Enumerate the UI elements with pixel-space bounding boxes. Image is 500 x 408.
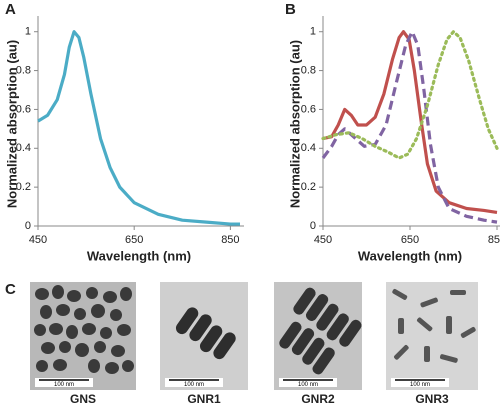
y-tick-label: 0.2 [301, 181, 316, 193]
y-tick-label: 0.8 [301, 64, 316, 76]
x-tick-label: 450 [29, 234, 47, 246]
y-tick-label: 0.6 [16, 103, 31, 115]
scale-bar-label: 100 nm [298, 382, 318, 388]
scale-bar-label: 100 nm [184, 382, 204, 388]
scale-bar-bg [35, 378, 93, 387]
x-tick-label: 450 [314, 234, 332, 246]
y-tick-label: 0.4 [301, 142, 316, 154]
scale-bar-bg [165, 378, 223, 387]
scale-bar-label: 100 nm [54, 382, 74, 388]
y-axis-title: Normalized absorption (au) [4, 40, 19, 208]
x-axis-title: Wavelength (nm) [358, 248, 462, 263]
y-axis-title: Normalized absorption (au) [287, 40, 302, 208]
line-series [321, 30, 499, 160]
y-tick-label: 0.6 [301, 103, 316, 115]
y-tick-label: 0 [25, 220, 31, 232]
line-series [37, 30, 240, 226]
x-tick-label: 650 [401, 234, 419, 246]
scale-bar-bg [391, 378, 449, 387]
y-tick-label: 0.4 [16, 142, 31, 154]
y-tick-label: 0 [310, 220, 316, 232]
scale-bar-label: 100 nm [410, 382, 430, 388]
image-caption: GNR3 [415, 392, 449, 406]
y-tick-label: 1 [310, 26, 316, 38]
x-axis-title: Wavelength (nm) [87, 248, 191, 263]
image-caption: GNR2 [301, 392, 335, 406]
x-tick-label: 850 [488, 234, 500, 246]
panel-label: A [5, 1, 16, 18]
tem-images [30, 282, 478, 390]
image-caption: GNS [70, 392, 96, 406]
panel-label: B [285, 1, 296, 18]
y-tick-label: 0.2 [16, 181, 31, 193]
panel-label: C [5, 281, 16, 298]
line-series [322, 30, 498, 214]
y-tick-label: 1 [25, 26, 31, 38]
tem-image [30, 282, 136, 390]
scale-bar-bg [279, 378, 337, 387]
line-series [321, 30, 498, 224]
image-caption: GNR1 [187, 392, 221, 406]
x-tick-label: 850 [221, 234, 239, 246]
y-tick-label: 0.8 [16, 64, 31, 76]
x-tick-label: 650 [125, 234, 143, 246]
